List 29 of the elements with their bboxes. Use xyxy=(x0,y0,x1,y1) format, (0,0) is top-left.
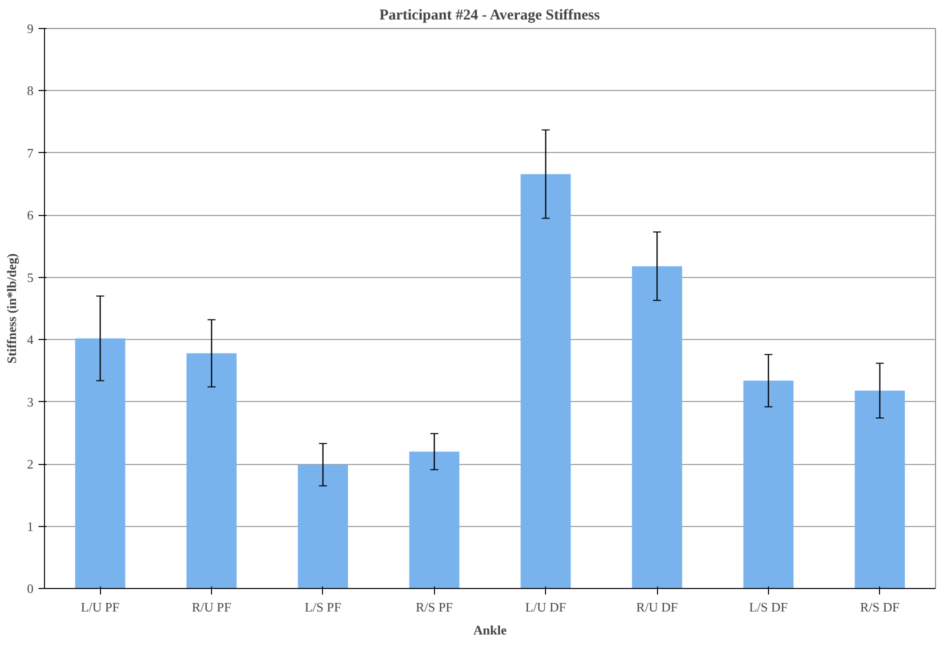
y-tick-label: 8 xyxy=(27,83,34,98)
y-tick-label: 5 xyxy=(27,270,34,285)
x-tick-label: R/U DF xyxy=(636,600,678,614)
x-tick-label: R/S PF xyxy=(416,600,453,614)
y-tick-label: 7 xyxy=(27,145,34,160)
bar xyxy=(409,452,460,588)
x-tick-label: R/U PF xyxy=(192,600,232,614)
bar xyxy=(298,464,348,588)
chart-title: Participant #24 - Average Stiffness xyxy=(379,8,600,24)
x-tick-label: R/S DF xyxy=(860,600,900,614)
bar xyxy=(75,338,126,588)
bar xyxy=(520,174,571,588)
y-axis-title: Stiffness (in*lb/deg) xyxy=(4,253,19,364)
x-axis-title: Ankle xyxy=(473,622,507,638)
bar xyxy=(186,353,237,588)
y-tick-label: 6 xyxy=(27,208,34,223)
x-tick-label: L/S PF xyxy=(304,600,342,614)
x-tick-label: L/U PF xyxy=(80,600,120,614)
bar xyxy=(854,390,905,588)
y-tick-label: 9 xyxy=(27,21,34,36)
y-tick-label: 4 xyxy=(27,332,34,348)
x-tick-label: L/S DF xyxy=(749,600,788,614)
y-tick-label: 2 xyxy=(27,456,34,472)
bar xyxy=(632,266,682,588)
y-tick-label: 0 xyxy=(27,581,34,596)
x-tick-label: L/U DF xyxy=(525,600,566,614)
y-tick-label: 1 xyxy=(27,518,34,534)
y-tick-label: 3 xyxy=(27,394,34,410)
bar xyxy=(743,380,794,588)
